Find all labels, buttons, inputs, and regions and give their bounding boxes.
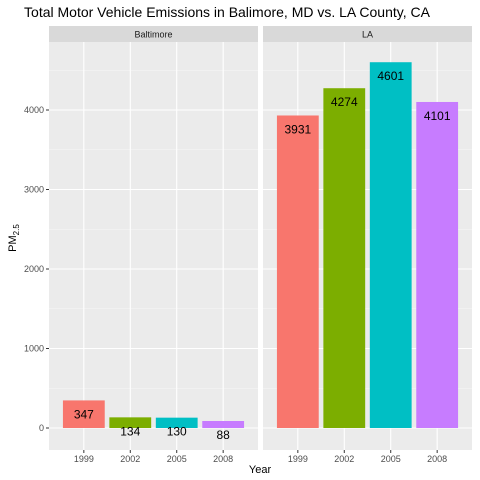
bar (155, 417, 198, 428)
x-axis-title: Year (249, 464, 272, 476)
bar (276, 115, 319, 428)
strip-label-la: LA (362, 30, 373, 40)
y-tick-label: 0 (39, 423, 44, 433)
chart-title: Total Motor Vehicle Emissions in Balimor… (24, 4, 431, 20)
y-axis-title: PM2.5 (7, 224, 21, 252)
facet-la: LA 3931 4274 4601 4101 1999 2002 2005 2008 (263, 26, 472, 464)
x-tick-label: 2005 (381, 454, 401, 464)
y-axis-ticks: 0 1000 2000 3000 4000 (24, 105, 49, 433)
x-tick-label: 1999 (288, 454, 308, 464)
bar (369, 62, 412, 429)
data-label: 3931 (284, 122, 311, 136)
y-axis-title-main: PM (7, 235, 19, 252)
x-ticks-la: 1999 2002 2005 2008 (288, 450, 447, 464)
y-tick-label: 4000 (24, 105, 44, 115)
strip-baltimore (49, 26, 258, 42)
y-tick-label: 1000 (24, 344, 44, 354)
x-tick-label: 2002 (120, 454, 140, 464)
data-label: 130 (167, 425, 187, 439)
y-axis-title-subscript: 2.5 (12, 224, 21, 236)
x-tick-label: 2008 (213, 454, 233, 464)
data-label: 134 (120, 424, 140, 438)
data-label: 88 (216, 428, 230, 442)
data-labels-baltimore: 347 134 130 88 (74, 407, 230, 442)
facet-baltimore: Baltimore 347 134 130 88 1999 2002 2005 2008 (49, 26, 258, 464)
bars-baltimore (62, 400, 245, 428)
data-label: 347 (74, 407, 94, 421)
x-tick-label: 1999 (74, 454, 94, 464)
data-labels-la: 3931 4274 4601 4101 (284, 69, 450, 136)
data-label: 4274 (331, 95, 358, 109)
data-label: 4101 (424, 109, 451, 123)
data-label: 4601 (377, 69, 404, 83)
bar (109, 417, 152, 428)
bar (202, 421, 245, 428)
y-tick-label: 2000 (24, 264, 44, 274)
x-ticks-baltimore: 1999 2002 2005 2008 (74, 450, 233, 464)
y-tick-label: 3000 (24, 185, 44, 195)
panel-bg-baltimore (49, 42, 258, 450)
bars-la (276, 62, 459, 429)
bar (62, 400, 105, 428)
bar (416, 101, 459, 429)
x-tick-label: 2005 (167, 454, 187, 464)
strip-la (263, 26, 472, 42)
x-tick-label: 2008 (427, 454, 447, 464)
gridlines-baltimore (49, 42, 258, 450)
strip-label-baltimore: Baltimore (134, 30, 172, 40)
bar (323, 88, 366, 428)
x-tick-label: 2002 (334, 454, 354, 464)
